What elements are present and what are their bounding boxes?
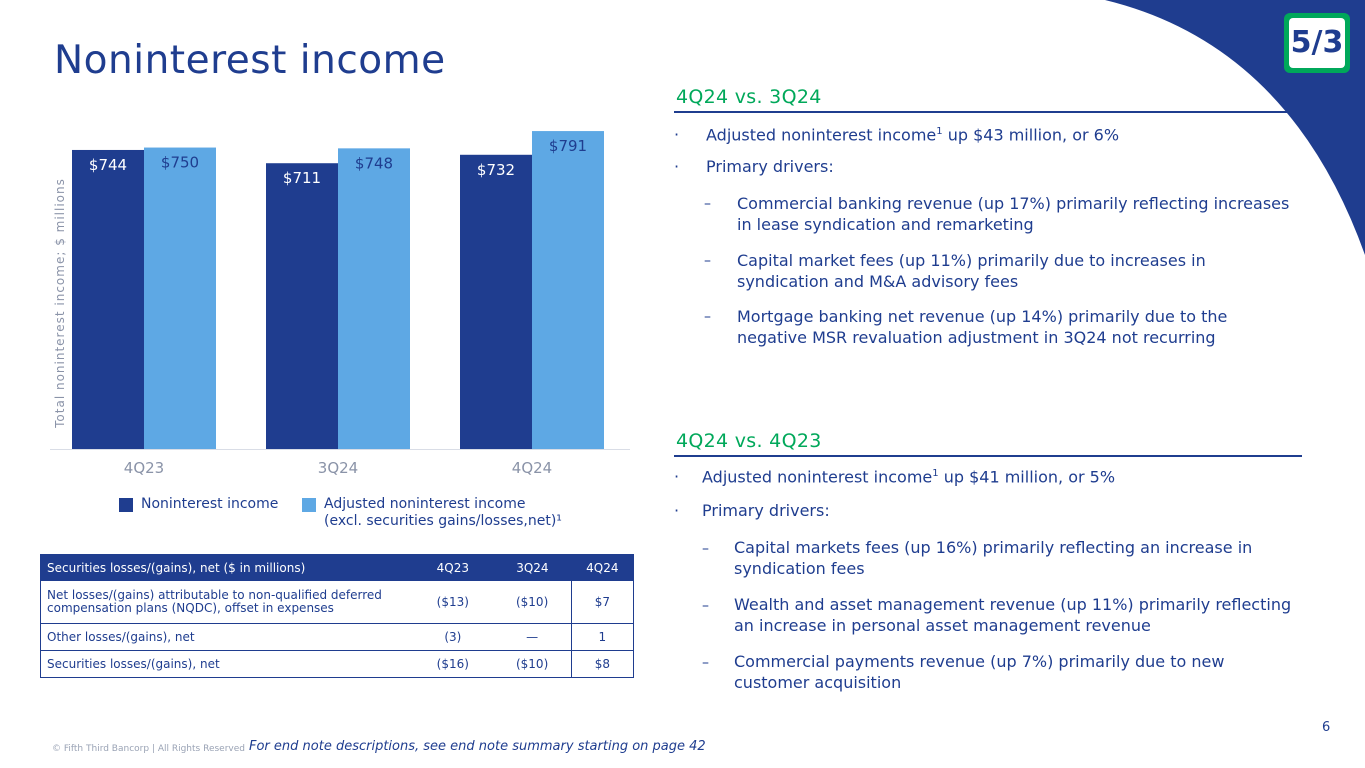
- bullet-item: · Primary drivers:: [674, 156, 834, 177]
- table-header-row: Securities losses/(gains), net ($ in mil…: [40, 554, 635, 581]
- data-label: $744: [89, 156, 127, 174]
- x-tick-label: 4Q23: [124, 459, 164, 477]
- table-cell: ($13): [412, 580, 494, 624]
- bar-4q23-adjusted: [144, 147, 216, 449]
- table-cell: ($16): [412, 650, 494, 678]
- table-header-3q24: 3Q24: [493, 554, 572, 581]
- sub-bullet-line: syndication fees: [734, 559, 865, 578]
- endnote-reference: For end note descriptions, see end note …: [249, 739, 706, 754]
- legend-swatch-adjusted: [302, 498, 316, 512]
- sub-bullet-line: Commercial banking revenue (up 17%) prim…: [737, 194, 1290, 213]
- footnote-ref: 1: [932, 468, 939, 479]
- data-label: $711: [283, 169, 321, 187]
- table-row: Other losses/(gains), net (3) — 1: [40, 623, 635, 651]
- table-cell: (3): [412, 623, 494, 651]
- page-number: 6: [1322, 720, 1331, 735]
- table-cell: ($10): [493, 580, 572, 624]
- sub-bullet-line: Wealth and asset management revenue (up …: [734, 595, 1292, 614]
- table-row-label: Securities losses/(gains), net: [40, 650, 413, 678]
- table-cell: 1: [570, 623, 635, 651]
- bullet-item: · Adjusted noninterest income1 up $41 mil…: [674, 463, 1115, 487]
- data-label: $750: [161, 154, 199, 172]
- bullet-text: Primary drivers:: [706, 157, 834, 176]
- dash-mark: –: [702, 541, 709, 557]
- table-row-label: Net losses/(gains) attributable to non-q…: [40, 580, 413, 624]
- bullet-item: · Primary drivers:: [674, 500, 830, 521]
- dash-mark: –: [704, 309, 711, 325]
- page-title: Noninterest income: [54, 38, 446, 83]
- table-header-4q23: 4Q23: [411, 554, 495, 581]
- legend-label-adjusted-line1: Adjusted noninterest income: [324, 496, 526, 512]
- section-header-yoy: 4Q24 vs. 4Q23: [676, 430, 822, 452]
- y-axis-label: Total noninterest income; $ millions: [53, 178, 67, 429]
- bullet-text: up $41 million, or 5%: [938, 467, 1116, 487]
- bullet-mark: ·: [674, 125, 680, 145]
- bullet-item: · Adjusted noninterest income1 up $43 mil…: [674, 121, 1119, 145]
- table-cell: ($10): [493, 650, 572, 678]
- bar-3q24-noninterest: [266, 163, 338, 449]
- table-cell: $7: [570, 580, 635, 624]
- legend-label-adjusted-line2: (excl. securities gains/losses,net)¹: [324, 513, 562, 529]
- table-header-label: Securities losses/(gains), net ($ in mil…: [40, 554, 413, 581]
- copyright-notice: © Fifth Third Bancorp | All Rights Reser…: [52, 744, 245, 754]
- table-row-label: Other losses/(gains), net: [40, 623, 413, 651]
- sub-bullet-line: Capital markets fees (up 16%) primarily …: [734, 538, 1253, 557]
- bullet-mark: ·: [674, 501, 680, 520]
- bullet-text: Adjusted noninterest income: [706, 125, 937, 145]
- legend-swatch-noninterest: [119, 498, 133, 512]
- legend-label-noninterest: Noninterest income: [141, 496, 279, 512]
- footnote-ref: 1: [936, 126, 943, 137]
- data-label: $791: [549, 137, 587, 155]
- sub-bullet-line: an increase in personal asset management…: [734, 616, 1151, 635]
- sub-bullet-line: Capital market fees (up 11%) primarily d…: [737, 251, 1206, 270]
- sub-bullet-line: Mortgage banking net revenue (up 14%) pr…: [737, 307, 1228, 326]
- table-row: Net losses/(gains) attributable to non-q…: [40, 580, 635, 624]
- sub-bullet-line: Commercial payments revenue (up 7%) prim…: [734, 652, 1225, 671]
- securities-table: Securities losses/(gains), net ($ in mil…: [40, 554, 635, 678]
- bar-4q24-noninterest: [460, 154, 532, 449]
- bar-4q24-adjusted: [532, 131, 604, 449]
- data-label: $732: [477, 161, 515, 179]
- x-tick-label: 3Q24: [318, 459, 358, 477]
- bar-3q24-adjusted: [338, 148, 410, 450]
- sub-bullet-line: customer acquisition: [734, 673, 902, 692]
- table-cell: $8: [570, 650, 635, 678]
- section-divider-yoy: [674, 455, 1302, 457]
- dash-mark: –: [702, 598, 709, 614]
- dash-mark: –: [704, 253, 711, 269]
- sub-bullet-line: negative MSR revaluation adjustment in 3…: [737, 328, 1216, 347]
- data-label: $748: [355, 154, 393, 172]
- sub-bullet-line: in lease syndication and remarketing: [737, 215, 1034, 234]
- bullet-text: Primary drivers:: [702, 501, 830, 520]
- dash-mark: –: [702, 655, 709, 671]
- dash-mark: –: [704, 196, 711, 212]
- bar-4q23-noninterest: [72, 149, 144, 449]
- table-row: Securities losses/(gains), net ($16) ($1…: [40, 650, 635, 678]
- sub-bullet-line: syndication and M&A advisory fees: [737, 272, 1019, 291]
- bullet-mark: ·: [674, 467, 680, 487]
- x-tick-label: 4Q24: [512, 459, 552, 477]
- bullet-text: Adjusted noninterest income: [702, 467, 933, 487]
- company-logo: 5/3: [1284, 13, 1350, 73]
- section-divider-qoq: [674, 111, 1302, 113]
- section-header-qoq: 4Q24 vs. 3Q24: [676, 86, 822, 108]
- bullet-text: up $43 million, or 6%: [942, 125, 1120, 145]
- table-cell: —: [493, 623, 572, 651]
- table-header-4q24: 4Q24: [570, 554, 635, 581]
- bullet-mark: ·: [674, 157, 680, 176]
- logo-text: 5/3: [1290, 25, 1344, 60]
